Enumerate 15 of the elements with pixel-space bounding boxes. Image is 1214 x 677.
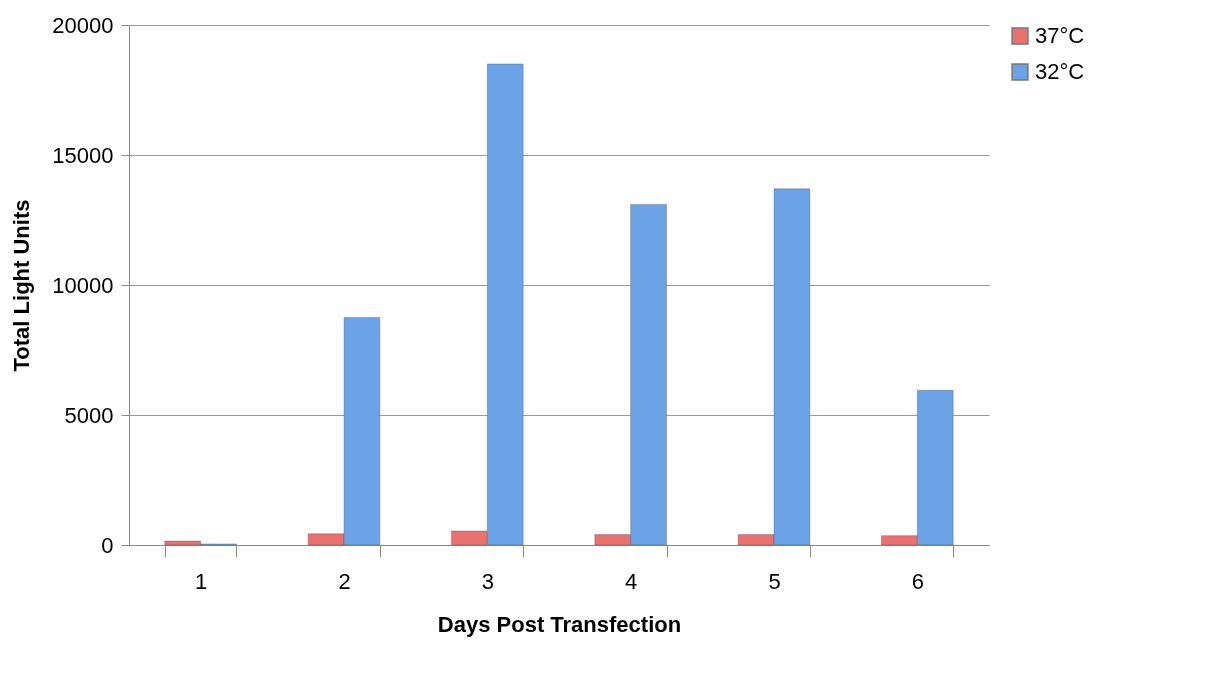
x-axis-title: Days Post Transfection bbox=[437, 611, 682, 637]
x-tick-label: 5 bbox=[768, 568, 781, 594]
y-tick-label: 15000 bbox=[52, 142, 114, 168]
y-tick-label: 5000 bbox=[64, 402, 114, 428]
y-tick-label: 10000 bbox=[52, 272, 114, 298]
legend-label: 32°C bbox=[1035, 59, 1085, 84]
x-tick-label: 1 bbox=[195, 568, 208, 594]
legend-label: 37°C bbox=[1035, 23, 1085, 48]
y-tick-label: 0 bbox=[101, 532, 114, 558]
x-tick-label: 3 bbox=[481, 568, 494, 594]
y-axis-title: Total Light Units bbox=[9, 199, 35, 372]
y-tick-label: 20000 bbox=[52, 12, 114, 38]
x-tick-label: 2 bbox=[338, 568, 351, 594]
x-tick-label: 4 bbox=[625, 568, 638, 594]
x-tick-label: 6 bbox=[911, 568, 924, 594]
